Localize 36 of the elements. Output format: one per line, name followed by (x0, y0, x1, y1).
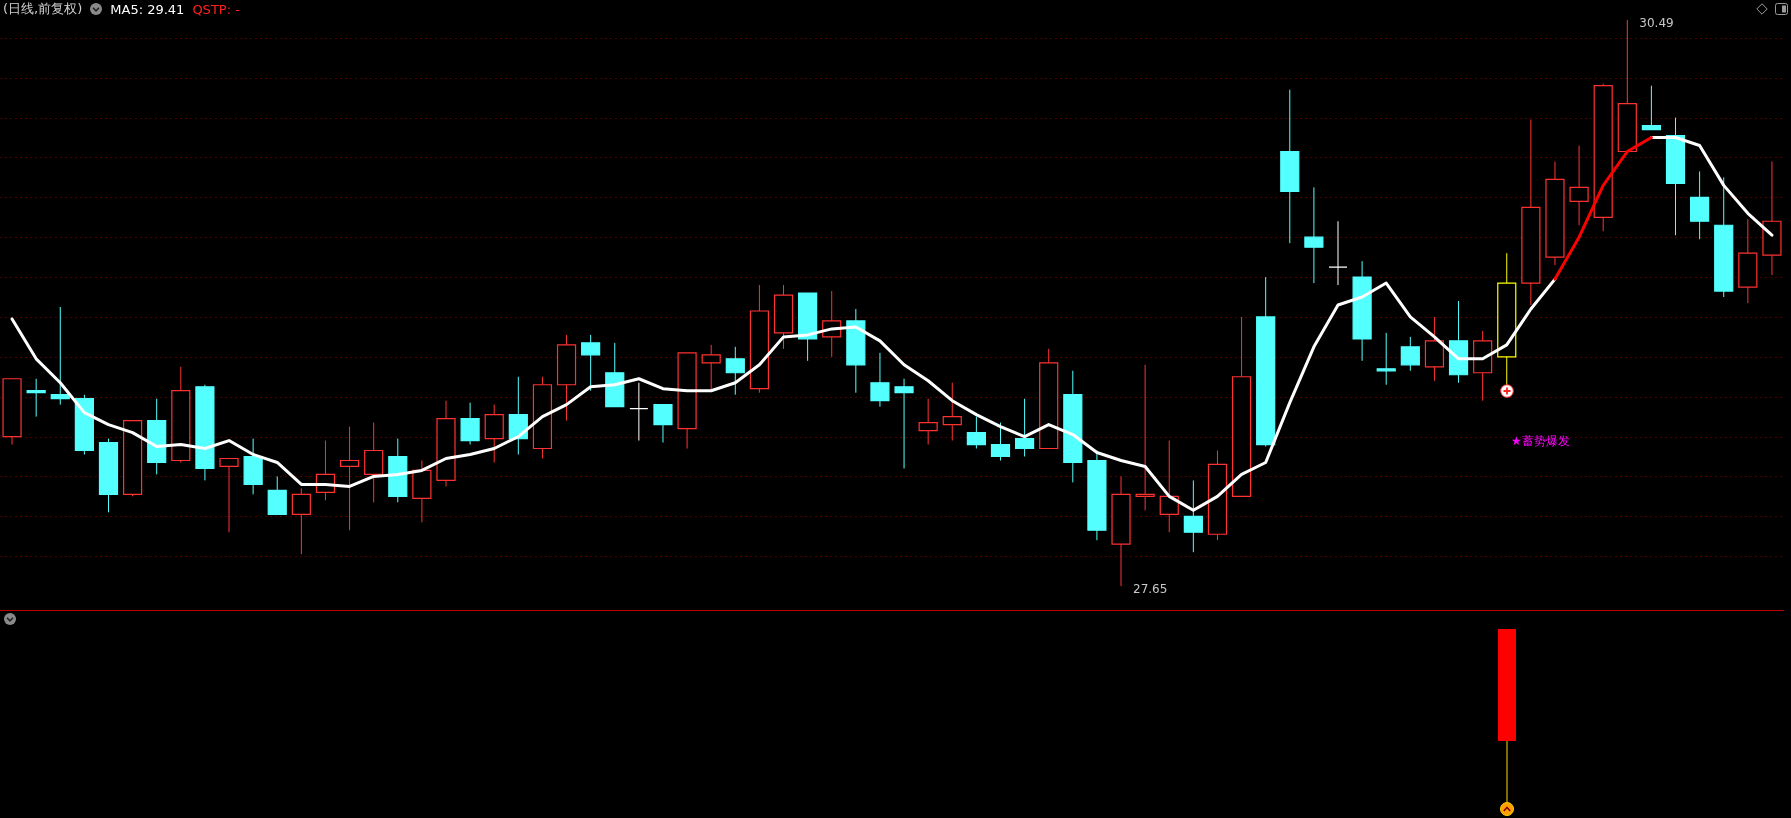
candlestick (870, 352, 890, 408)
candlestick (701, 344, 721, 392)
candlestick (267, 475, 287, 515)
candlestick (291, 487, 311, 555)
annotation: QSTP: - (192, 1, 240, 17)
candlestick (26, 378, 46, 418)
candlestick (50, 306, 70, 406)
candlestick (942, 382, 962, 442)
candlestick (725, 346, 745, 396)
annotation: 30.49 (1639, 15, 1674, 30)
candlestick (364, 422, 384, 503)
candlestick (918, 398, 938, 446)
candlestick (629, 382, 649, 442)
candlestick (1376, 332, 1396, 386)
candlestick (339, 426, 360, 531)
candlestick (581, 334, 601, 392)
candlestick (1328, 220, 1348, 286)
candlestick (1304, 186, 1324, 284)
candlestick (894, 378, 914, 469)
candlestick (653, 404, 673, 444)
candlestick (1135, 364, 1155, 511)
candlestick (1569, 145, 1589, 226)
candlestick (990, 422, 1011, 461)
annotation: MA5: 29.41 (110, 1, 185, 17)
candlestick (1400, 336, 1420, 372)
candlestick (1641, 85, 1662, 131)
candlestick (966, 416, 986, 450)
annotation: ★蓄势爆发 (1511, 434, 1570, 448)
chart-title: (日线,前复权) (3, 0, 83, 18)
annotation: 27.65 (1133, 582, 1168, 597)
candlestick (460, 402, 480, 446)
candlestick (484, 404, 504, 463)
candlestick (1690, 170, 1710, 240)
candlestick (1183, 479, 1203, 553)
candlestick (219, 457, 239, 533)
candlestick (1014, 398, 1035, 457)
